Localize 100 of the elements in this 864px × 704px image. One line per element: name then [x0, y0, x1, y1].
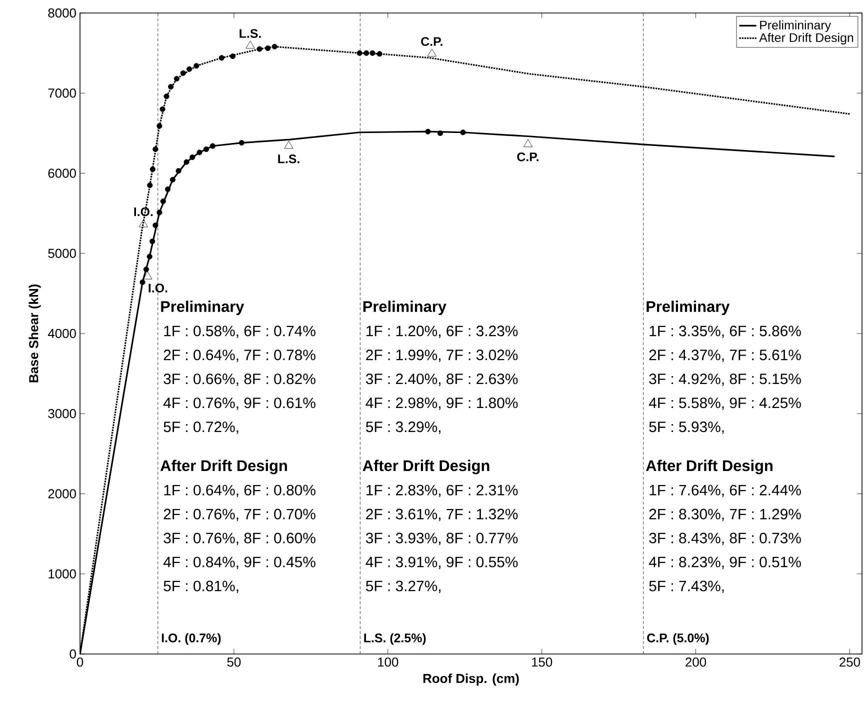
annotation: 5F : 3.27%,: [366, 580, 440, 594]
point: [284, 140, 294, 149]
y-tick-label: 0: [70, 649, 76, 659]
point: [272, 44, 278, 50]
point: [156, 210, 162, 216]
point: [210, 143, 216, 149]
annotation: Preliminary: [161, 300, 244, 316]
point: [176, 168, 182, 174]
point: [256, 46, 262, 52]
annotation: 4F : 2.98%, 9F : 1.80%: [366, 398, 518, 410]
annotation: 5F : 0.72%,: [164, 422, 238, 434]
ref-line-label: I.O. (0.7%): [162, 633, 221, 645]
y-tick-label: 8000: [48, 8, 76, 18]
annotation: 1F : 3.35%, 6F : 5.86%: [650, 326, 801, 338]
annotation: I.O.: [134, 207, 153, 216]
annotation: 4F : 0.76%, 9F : 0.61%: [163, 398, 316, 410]
point: [184, 159, 190, 165]
y-tick-label: 5000: [48, 248, 76, 258]
point: [152, 146, 158, 152]
point: [138, 219, 148, 228]
annotation: C.P.: [517, 152, 538, 162]
point: [425, 128, 431, 134]
annotation: 2F : 8.30%, 7F : 1.29%: [649, 508, 801, 522]
point: [356, 50, 362, 56]
ref-line-label: L.S. (2.5%): [364, 633, 426, 645]
x-tick-label: 0: [76, 658, 84, 667]
x-tick-label: 50: [227, 658, 241, 667]
point: [190, 154, 196, 160]
point: [150, 238, 156, 244]
annotation: 5F : 7.43%,: [649, 580, 724, 594]
annotation: 2F : 4.37%, 7F : 5.61%: [649, 350, 801, 362]
point: [160, 198, 166, 204]
ref-line-label: C.P. (5.0%): [647, 633, 709, 645]
point: [218, 55, 224, 61]
annotation: After Drift Design: [362, 460, 490, 474]
point: [246, 40, 255, 49]
annotation: 3F : 3.93%, 8F : 0.77%: [366, 532, 518, 546]
point: [156, 123, 162, 129]
annotation: 5F : 5.93%,: [649, 422, 724, 434]
annotation: 3F : 2.40%, 8F : 2.63%: [366, 374, 518, 386]
point: [230, 53, 236, 60]
point: [150, 166, 156, 172]
annotation: 1F : 0.58%, 6F : 0.74%: [164, 326, 316, 338]
annotation: 2F : 0.76%, 7F : 0.70%: [164, 508, 316, 522]
annotation: 4F : 3.91%, 9F : 0.55%: [366, 556, 518, 570]
legend-label: Prelimininary: [760, 20, 832, 32]
point: [140, 279, 146, 286]
y-tick-label: 7000: [48, 88, 76, 98]
annotation: 2F : 0.64%, 7F : 0.78%: [164, 350, 316, 362]
y-tick-label: 4000: [48, 328, 76, 338]
point: [168, 84, 174, 90]
y-axis-title: Base Shear (kN): [28, 284, 41, 382]
annotation: 3F : 4.92%, 8F : 5.15%: [649, 374, 801, 386]
annotation: After Drift Design: [160, 460, 287, 474]
annotation: 1F : 2.83%, 6F : 2.31%: [366, 484, 518, 498]
point: [460, 130, 466, 136]
annotation: 4F : 0.84%, 9F : 0.45%: [163, 556, 316, 570]
annotation: L.S.: [240, 29, 261, 38]
x-tick-label: 250: [840, 658, 860, 667]
point: [523, 139, 532, 148]
y-tick-label: 6000: [48, 168, 76, 178]
point: [427, 48, 436, 57]
y-tick-label: 2000: [48, 489, 76, 498]
annotation: 4F : 5.58%, 9F : 4.25%: [648, 398, 801, 410]
annotation: I.O.: [148, 284, 168, 292]
point: [160, 106, 166, 112]
point: [164, 94, 170, 100]
point: [146, 254, 152, 260]
annotation: 1F : 0.64%, 6F : 0.80%: [164, 484, 316, 498]
point: [174, 76, 180, 82]
point: [265, 45, 271, 52]
point: [170, 176, 176, 182]
annotation: 3F : 0.76%, 8F : 0.60%: [164, 532, 316, 546]
point: [143, 266, 149, 272]
point: [364, 50, 370, 56]
point: [180, 70, 186, 76]
legend-label: After Drift Design: [759, 32, 854, 45]
annotation: C.P.: [421, 37, 442, 46]
annotation: L.S.: [278, 154, 300, 164]
annotation: After Drift Design: [646, 460, 772, 474]
point: [164, 186, 171, 192]
annotation: 1F : 1.20%, 6F : 3.23%: [366, 326, 518, 338]
annotation: 2F : 3.61%, 7F : 1.32%: [366, 508, 518, 522]
point: [196, 150, 202, 156]
point: [376, 51, 382, 57]
annotation: 1F : 7.64%, 6F : 2.44%: [650, 484, 801, 498]
y-tick-label: 3000: [48, 409, 76, 418]
annotation: 3F : 0.66%, 8F : 0.82%: [164, 374, 316, 386]
point: [194, 63, 200, 69]
point: [152, 222, 158, 228]
annotation: 2F : 1.99%, 7F : 3.02%: [366, 350, 518, 362]
x-tick-label: 100: [378, 658, 398, 667]
point: [437, 130, 444, 136]
annotation: Preliminary: [646, 300, 730, 316]
y-tick-label: 1000: [48, 569, 76, 578]
annotation: 5F : 0.81%,: [164, 580, 238, 594]
point: [203, 146, 210, 152]
point: [370, 50, 376, 56]
annotation: 3F : 8.43%, 8F : 0.73%: [649, 532, 801, 546]
point: [147, 182, 153, 188]
